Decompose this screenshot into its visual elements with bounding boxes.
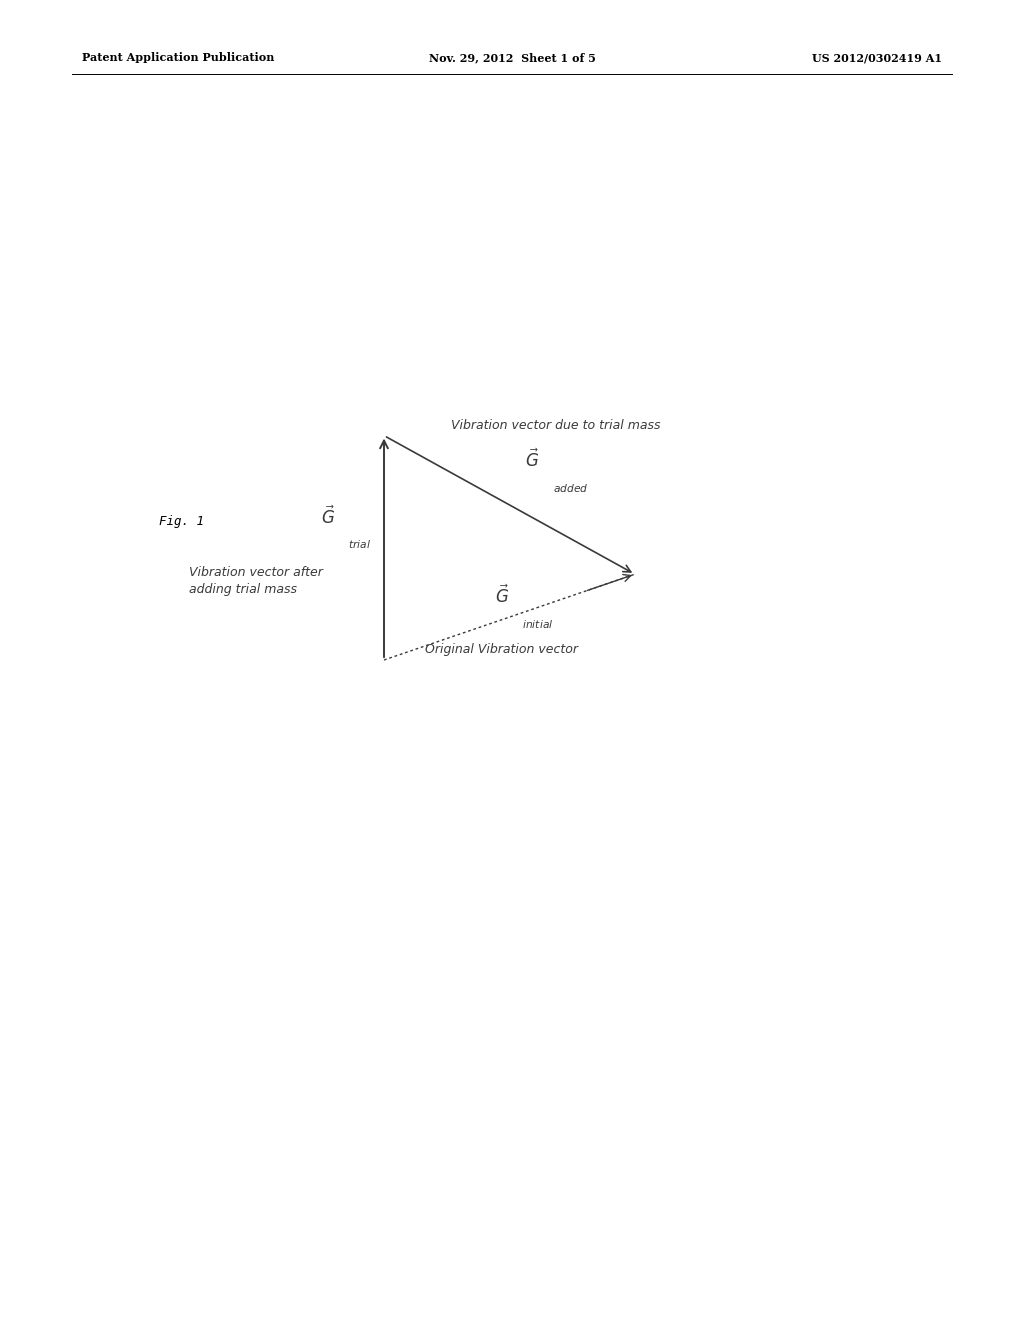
Text: Original Vibration vector: Original Vibration vector	[425, 643, 579, 656]
Text: Nov. 29, 2012  Sheet 1 of 5: Nov. 29, 2012 Sheet 1 of 5	[429, 53, 595, 63]
Text: $_{added}$: $_{added}$	[553, 479, 589, 495]
Text: $_{trial}$: $_{trial}$	[348, 536, 372, 552]
Text: Patent Application Publication: Patent Application Publication	[82, 53, 274, 63]
Text: Vibration vector after
adding trial mass: Vibration vector after adding trial mass	[189, 566, 324, 595]
Text: $\vec{G}$: $\vec{G}$	[321, 506, 335, 528]
Text: $_{initial}$: $_{initial}$	[522, 615, 554, 631]
Text: Vibration vector due to trial mass: Vibration vector due to trial mass	[451, 418, 660, 432]
Text: $\vec{G}$: $\vec{G}$	[495, 585, 509, 607]
Text: Fig. 1: Fig. 1	[159, 515, 204, 528]
Text: $\vec{G}$: $\vec{G}$	[525, 449, 540, 471]
Text: US 2012/0302419 A1: US 2012/0302419 A1	[812, 53, 942, 63]
